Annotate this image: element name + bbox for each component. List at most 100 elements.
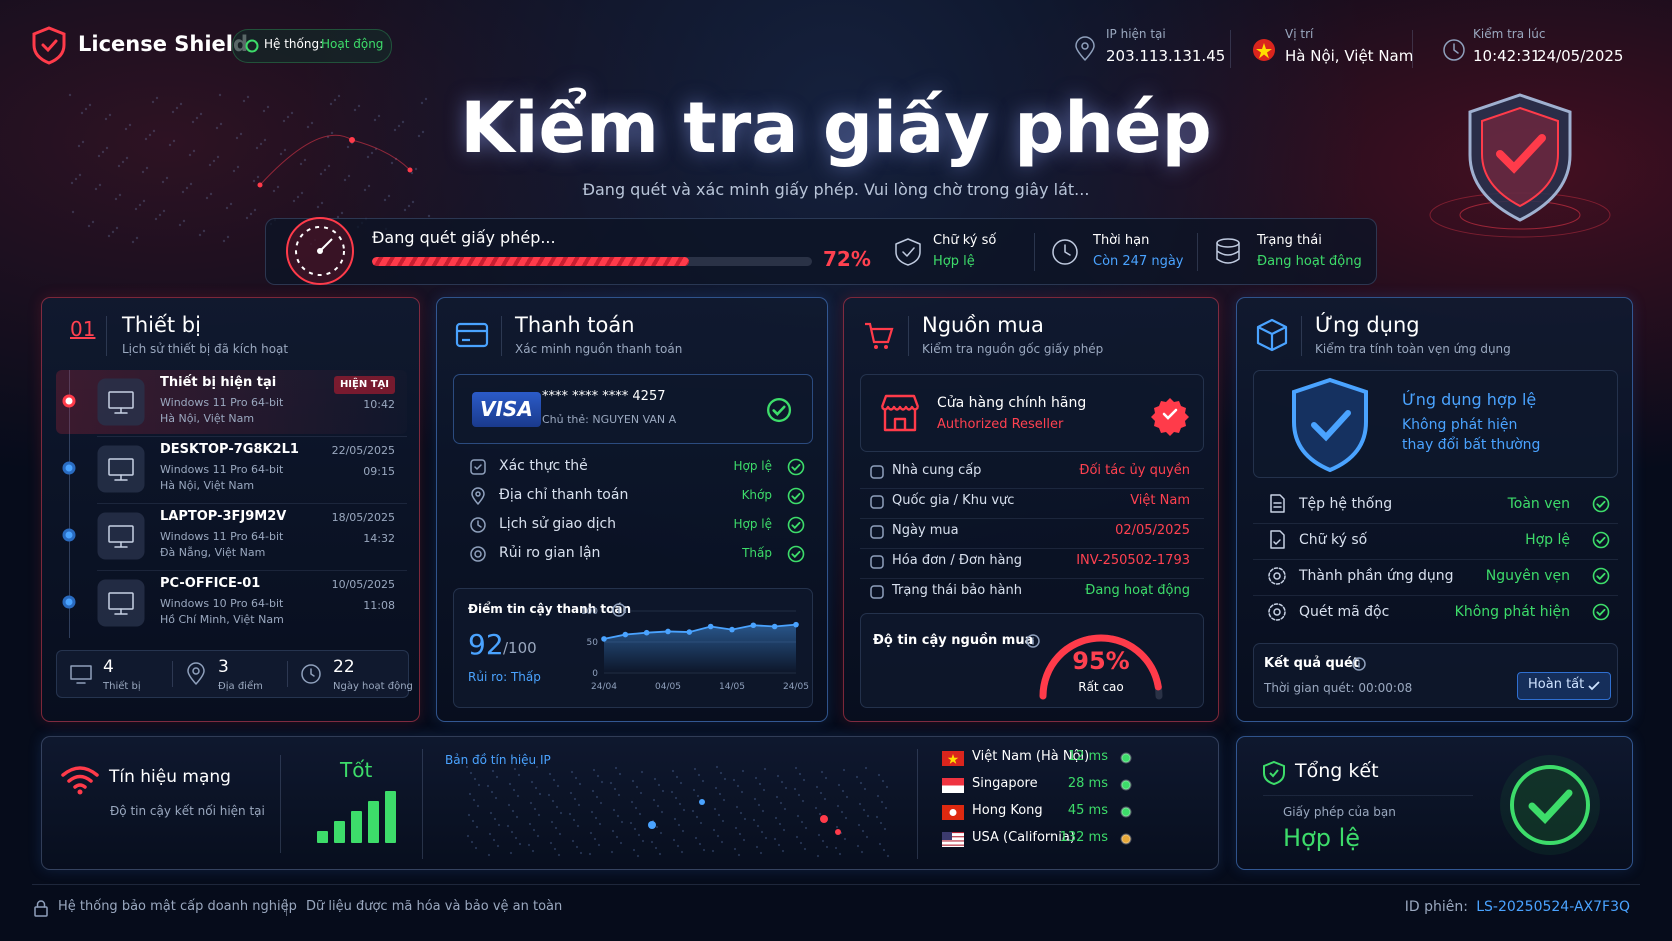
status-label: Chữ ký số — [933, 233, 997, 248]
status-label: Trạng thái — [1257, 233, 1322, 248]
point — [750, 622, 757, 629]
trust-level: Rất cao — [1078, 680, 1124, 694]
row-value: Đối tác ủy quyền — [1079, 463, 1190, 478]
network-title: Tín hiệu mạng — [109, 767, 231, 787]
check-icon — [471, 487, 485, 505]
divider — [1412, 30, 1413, 68]
server-latency: 28 ms — [1067, 776, 1108, 791]
result-time: Thời gian quét: 00:00:08 — [1264, 681, 1413, 695]
trust-chart: 0 50 100 24/04 04/05 14/05 24/05 — [581, 607, 809, 692]
divider — [1197, 233, 1198, 271]
footer-divider — [32, 884, 1640, 885]
line — [603, 623, 797, 640]
divider — [860, 518, 1204, 519]
row-icon — [870, 525, 884, 539]
status-value: Đang hoạt động — [1257, 254, 1362, 269]
row-label: Trạng thái bảo hành — [892, 583, 1022, 598]
done-button[interactable]: Hoàn tất — [1517, 672, 1611, 700]
point — [707, 623, 714, 630]
stat-icon — [187, 662, 205, 685]
card-box: VISA **** **** **** 4257 Chủ thẻ: NGUYEN V… — [453, 374, 813, 444]
time-value: 10:42:31 — [1473, 47, 1541, 65]
valid-line1: Không phát hiện — [1402, 417, 1518, 433]
row-value: Đang hoạt động — [1085, 583, 1190, 598]
divider — [97, 570, 407, 571]
device-location: Hồ Chí Minh, Việt Nam — [160, 613, 284, 626]
scan-label: Đang quét giấy phép... — [372, 228, 556, 247]
store-box: Cửa hàng chính hãng Authorized Reseller — [860, 374, 1204, 452]
status-icon — [895, 238, 921, 266]
row-label: Ngày mua — [892, 523, 959, 538]
divider — [422, 749, 423, 859]
check-mark — [787, 458, 805, 476]
current-badge: HIỆN TẠI — [333, 376, 395, 394]
row-value: INV-250502-1793 — [1076, 553, 1190, 568]
device-time: 10:42 — [363, 398, 395, 411]
card-title: Thiết bị — [122, 313, 201, 337]
scan-icon — [286, 217, 354, 285]
row-icon — [870, 585, 884, 599]
timeline-dot — [62, 394, 76, 408]
divider — [501, 316, 502, 356]
divider — [1230, 30, 1231, 68]
device-icon — [97, 445, 145, 493]
device-os: Windows 11 Pro 64-bit — [160, 530, 284, 543]
check-label: Xác thực thẻ — [499, 458, 588, 474]
check-value: Hợp lệ — [733, 517, 772, 531]
check-label: Quét mã độc — [1299, 604, 1390, 620]
check-label: Tệp hệ thống — [1299, 496, 1393, 512]
card-title: Nguồn mua — [922, 313, 1044, 337]
location-value: Hà Nội, Việt Nam — [1285, 47, 1414, 65]
timeline-dot — [62, 528, 76, 542]
store-badge — [1151, 398, 1189, 436]
check-value: Không phát hiện — [1454, 604, 1570, 620]
risk-label: Rủi ro: Thấp — [468, 670, 541, 684]
latency-dot — [1120, 779, 1132, 791]
status-pill: Hệ thống: Hoạt động — [232, 29, 392, 63]
scan-panel: Đang quét giấy phép... 72% Chữ ký số Hợp lệ… — [265, 217, 1377, 285]
x-tick-label: 04/05 — [655, 682, 681, 692]
card-brand: VISA — [472, 392, 541, 427]
source-card: Nguồn mua Kiểm tra nguồn gốc giấy phép Cửa… — [843, 297, 1219, 722]
status-dot — [245, 39, 259, 53]
ip-label: IP hiện tại — [1106, 27, 1166, 41]
server-latency: 12 ms — [1067, 749, 1108, 764]
point — [622, 631, 629, 638]
divider — [1253, 595, 1618, 596]
device-name: Thiết bị hiện tại — [160, 375, 277, 390]
divider — [287, 661, 288, 687]
area — [604, 624, 796, 673]
card-icon — [865, 322, 894, 349]
divider — [280, 755, 281, 853]
x-tick-label: 24/04 — [591, 682, 617, 692]
score-value: 92 — [468, 628, 504, 661]
device-stats: 4 Thiết bị 3 Địa điểm 22 Ngày hoạt động — [56, 650, 413, 698]
stat-icon — [70, 665, 92, 684]
info-icon — [612, 603, 626, 617]
wifi-icon — [61, 766, 99, 795]
check-label: Thành phần ứng dụng — [1299, 568, 1454, 584]
check-label: Rủi ro gian lận — [499, 545, 601, 561]
device-os: Windows 11 Pro 64-bit — [160, 463, 284, 476]
ip-map — [465, 765, 890, 858]
world-map-decor — [68, 93, 431, 246]
store-sub: Authorized Reseller — [937, 417, 1064, 432]
divider — [106, 316, 107, 356]
trust-gauge — [1039, 634, 1163, 700]
shield-decor — [1429, 93, 1611, 238]
server-name: Việt Nam (Hà Nội) — [972, 749, 1090, 764]
time-label: Kiểm tra lúc — [1473, 27, 1546, 41]
y-tick-label: 0 — [592, 669, 598, 679]
latency-dot — [1120, 833, 1132, 845]
score-title: Điểm tin cậy thanh toán — [468, 602, 632, 616]
session-id: LS-20250524-AX7F3Q — [1476, 899, 1630, 915]
card-subtitle: Lịch sử thiết bị đã kích hoạt — [122, 342, 289, 356]
location-label: Vị trí — [1285, 27, 1314, 41]
footer-left1: Hệ thống bảo mật cấp doanh nghiệp — [58, 899, 297, 914]
check-value: Khớp — [741, 488, 772, 502]
score-box: Điểm tin cậy thanh toán 92/100 Rủi ro: Thấ… — [453, 588, 813, 708]
device-icon — [97, 579, 145, 627]
divider — [917, 749, 918, 859]
check-mark — [787, 516, 805, 534]
device-location: Đà Nẵng, Việt Nam — [160, 546, 266, 559]
